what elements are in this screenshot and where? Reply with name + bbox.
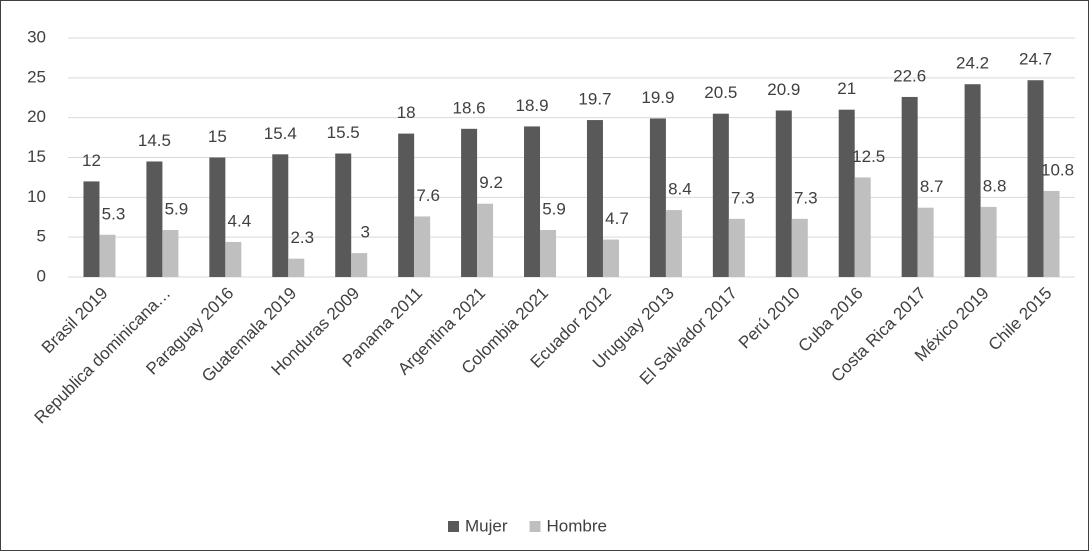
data-label: 10.8 — [1041, 160, 1074, 179]
bar — [964, 84, 981, 277]
bar — [477, 203, 494, 277]
data-label: 5.9 — [165, 199, 189, 218]
bar — [83, 181, 100, 277]
bar — [335, 153, 352, 277]
bar — [649, 118, 666, 277]
bar — [665, 210, 682, 277]
data-label: 15.4 — [264, 124, 297, 143]
bar — [791, 218, 808, 277]
data-label: 9.2 — [479, 173, 503, 192]
bar — [917, 207, 934, 277]
data-label: 4.4 — [228, 211, 252, 230]
data-label: 8.8 — [983, 176, 1007, 195]
bar — [1027, 80, 1044, 278]
y-tick-label: 20 — [27, 107, 46, 126]
bar — [712, 113, 729, 277]
data-label: 15 — [208, 127, 227, 146]
bar — [225, 241, 242, 277]
y-tick-label: 10 — [27, 187, 46, 206]
data-label: 20.9 — [767, 80, 800, 99]
data-label: 12 — [82, 151, 101, 170]
bar — [728, 218, 745, 277]
bar — [1043, 190, 1060, 277]
bar — [854, 177, 871, 277]
data-label: 7.3 — [794, 188, 818, 207]
bar — [272, 154, 289, 277]
data-label: 12.5 — [852, 147, 885, 166]
bar — [351, 253, 368, 277]
bar — [162, 229, 179, 277]
bar — [461, 128, 478, 277]
bar — [414, 216, 431, 277]
legend-swatch — [448, 521, 459, 532]
data-label: 18 — [397, 103, 416, 122]
y-tick-label: 25 — [27, 67, 46, 86]
data-label: 19.9 — [641, 88, 674, 107]
y-tick-label: 0 — [37, 266, 46, 285]
data-label: 14.5 — [138, 131, 171, 150]
data-label: 2.3 — [290, 228, 314, 247]
bar — [524, 126, 541, 278]
legend-label: Hombre — [547, 516, 607, 535]
data-label: 19.7 — [578, 90, 611, 109]
bar — [775, 110, 792, 277]
data-label: 5.3 — [102, 204, 126, 223]
bar — [99, 234, 116, 277]
data-label: 8.7 — [920, 177, 944, 196]
data-label: 21 — [837, 79, 856, 98]
bar — [540, 229, 557, 277]
bar — [901, 96, 918, 277]
legend-swatch — [529, 521, 541, 532]
data-label: 24.7 — [1019, 50, 1052, 69]
data-label: 8.4 — [668, 180, 692, 199]
data-label: 5.9 — [542, 199, 566, 218]
data-label: 7.3 — [731, 188, 755, 207]
bar — [146, 161, 163, 277]
bar — [980, 206, 997, 277]
data-label: 24.2 — [956, 54, 989, 73]
bar — [209, 157, 226, 277]
data-label: 15.5 — [327, 123, 360, 142]
y-tick-label: 30 — [27, 27, 46, 46]
data-label: 4.7 — [605, 209, 629, 228]
data-label: 18.6 — [453, 98, 486, 117]
y-tick-label: 15 — [27, 147, 46, 166]
data-label: 20.5 — [704, 83, 737, 102]
data-label: 3 — [360, 223, 369, 242]
y-tick-label: 5 — [37, 227, 46, 246]
bar — [398, 133, 415, 277]
legend-label: Mujer — [465, 516, 508, 535]
data-label: 18.9 — [515, 96, 548, 115]
bar — [838, 109, 855, 277]
data-label: 7.6 — [416, 186, 440, 205]
data-label: 22.6 — [893, 66, 926, 85]
bar — [288, 258, 305, 277]
bar — [586, 120, 603, 277]
bar — [602, 239, 619, 277]
